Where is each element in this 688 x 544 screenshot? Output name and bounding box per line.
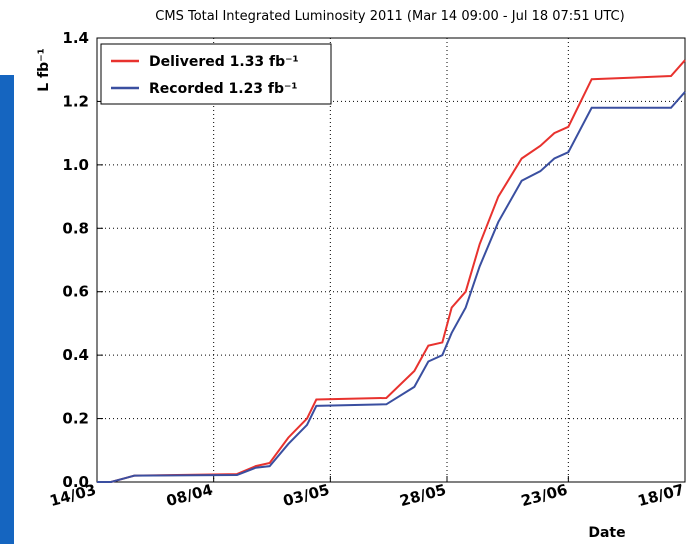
series-line bbox=[97, 91, 686, 483]
x-tick-label: 08/04 bbox=[164, 480, 214, 510]
y-tick-label: 1.2 bbox=[62, 92, 89, 110]
chart-title: CMS Total Integrated Luminosity 2011 (Ma… bbox=[155, 9, 624, 24]
y-tick-label: 0.8 bbox=[62, 219, 89, 237]
y-tick-label: 0.4 bbox=[62, 346, 89, 364]
legend-box bbox=[100, 43, 332, 105]
y-tick-label: 0.0 bbox=[62, 473, 89, 491]
y-tick-label: 1.0 bbox=[62, 156, 89, 174]
series-line bbox=[97, 59, 686, 483]
y-tick-label: 0.2 bbox=[62, 410, 89, 428]
y-axis-label: L fb⁻¹ bbox=[36, 48, 52, 91]
legend-label: Recorded 1.23 fb⁻¹ bbox=[149, 81, 298, 97]
y-tick-label: 1.4 bbox=[62, 29, 89, 47]
x-axis-label: Date bbox=[588, 525, 625, 541]
slide-stripe bbox=[0, 75, 14, 544]
y-tick-label: 0.6 bbox=[62, 283, 89, 301]
plot-frame bbox=[96, 37, 686, 483]
x-tick-label: 18/07 bbox=[636, 480, 686, 510]
x-tick-label: 03/05 bbox=[281, 480, 331, 510]
legend-label: Delivered 1.33 fb⁻¹ bbox=[149, 54, 299, 70]
x-tick-label: 28/05 bbox=[398, 480, 448, 510]
x-tick-label: 23/06 bbox=[519, 480, 569, 510]
